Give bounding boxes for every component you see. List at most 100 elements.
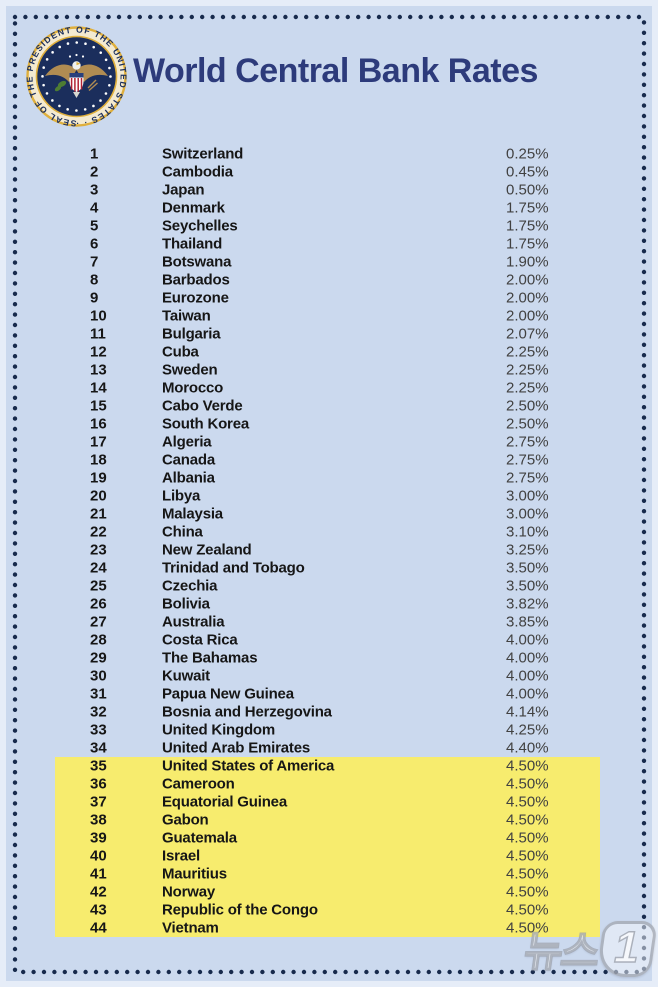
row-rate: 2.50% [506,415,549,433]
row-rank: 34 [90,739,107,757]
row-country: Libya [162,487,201,505]
row-rank: 12 [90,343,107,361]
presidential-seal-icon: SEAL OF THE PRESIDENT OF THE UNITED STAT… [24,24,127,128]
table-row: 34 United Arab Emirates 4.40% [55,739,600,757]
row-rate: 3.10% [506,523,549,541]
row-rate: 0.50% [506,181,549,199]
row-country: Algeria [162,433,212,451]
table-row: 10 Taiwan 2.00% [55,307,600,325]
row-country: Republic of the Congo [162,901,318,919]
row-country: Morocco [162,379,224,397]
row-rate: 3.82% [506,595,549,613]
table-row: 19 Albania 2.75% [55,469,600,487]
row-country: China [162,523,203,541]
row-rank: 35 [90,757,107,775]
row-rate: 2.75% [506,433,549,451]
row-rank: 24 [90,559,107,577]
table-row: 4 Denmark 1.75% [55,199,600,217]
row-country: Barbados [162,271,230,289]
table-row: 29 The Bahamas 4.00% [55,649,600,667]
row-rate: 3.25% [506,541,549,559]
table-row: 33 United Kingdom 4.25% [55,721,600,739]
table-row: 14 Morocco 2.25% [55,379,600,397]
row-country: Albania [162,469,215,487]
table-row: 15 Cabo Verde 2.50% [55,397,600,415]
row-country: Seychelles [162,217,238,235]
row-rate: 3.50% [506,577,549,595]
row-country: Australia [162,613,225,631]
row-rate: 1.90% [506,253,549,271]
row-rank: 43 [90,901,107,919]
table-row: 39 Guatemala 4.50% [55,829,600,848]
row-rank: 5 [90,217,99,235]
news1-watermark-text: 뉴스 [520,927,601,976]
table-row: 27 Australia 3.85% [55,613,600,631]
row-country: Bulgaria [162,325,221,343]
row-rank: 15 [90,397,107,415]
row-rank: 9 [90,289,99,307]
row-rate: 2.75% [506,451,549,469]
table-row: 21 Malaysia 3.00% [55,505,600,523]
row-country: Cambodia [162,163,233,181]
table-row: 41 Mauritius 4.50% [55,865,600,884]
row-rate: 4.00% [506,667,549,685]
row-rate: 4.00% [506,685,549,703]
row-rate: 2.00% [506,289,549,307]
row-country: Cuba [162,343,199,361]
row-country: Cameroon [162,775,235,793]
row-rate: 1.75% [506,217,549,235]
row-country: Kuwait [162,667,210,685]
table-row: 22 China 3.10% [55,523,600,541]
row-rank: 39 [90,829,107,847]
row-country: United States of America [162,757,335,775]
table-row: 3 Japan 0.50% [55,181,600,199]
row-rank: 19 [90,469,107,487]
row-country: United Kingdom [162,721,276,739]
row-rate: 4.50% [506,793,549,811]
row-country: Bolivia [162,595,210,613]
row-rate: 1.75% [506,235,549,253]
row-rate: 3.50% [506,559,549,577]
row-rank: 40 [90,847,107,865]
row-rate: 3.85% [506,613,549,631]
table-row: 24 Trinidad and Tobago 3.50% [55,559,600,577]
table-row: 9 Eurozone 2.00% [55,289,600,307]
row-country: Costa Rica [162,631,238,649]
row-country: Israel [162,847,200,865]
row-country: Denmark [162,199,225,217]
row-rate: 4.50% [506,901,549,919]
row-country: Cabo Verde [162,397,243,415]
row-rank: 41 [90,865,107,883]
row-country: Botswana [162,253,232,271]
row-rank: 4 [90,199,99,217]
row-country: South Korea [162,415,249,433]
row-country: Norway [162,883,215,901]
row-country: Japan [162,181,205,199]
row-rank: 2 [90,163,99,181]
row-rate: 0.25% [506,145,549,162]
row-rate: 4.50% [506,775,549,793]
table-row: 7 Botswana 1.90% [55,253,600,271]
row-rank: 7 [90,253,99,271]
table-row: 44 Vietnam 4.50% [55,919,600,938]
row-rate: 4.00% [506,631,549,649]
row-country: United Arab Emirates [162,739,310,757]
table-row: 20 Libya 3.00% [55,487,600,505]
rates-table: 1 Switzerland 0.25% 2 Cambodia 0.45% 3 Japan 0.5… [0,145,658,938]
row-rate: 4.40% [506,739,549,757]
row-country: Switzerland [162,145,244,162]
table-row: 5 Seychelles 1.75% [55,217,600,235]
row-rank: 28 [90,631,107,649]
row-rank: 21 [90,505,107,523]
row-rate: 1.75% [506,199,549,217]
row-rank: 20 [90,487,107,505]
row-rate: 4.50% [506,865,549,883]
row-country: Eurozone [162,289,229,307]
news1-watermark: 뉴스 1 [520,918,658,979]
table-row: 25 Czechia 3.50% [55,577,600,595]
row-rate: 4.50% [506,829,549,847]
table-row: 43 Republic of the Congo 4.50% [55,901,600,920]
row-rate: 2.50% [506,397,549,415]
row-rate: 4.25% [506,721,549,739]
row-country: Sweden [162,361,218,379]
